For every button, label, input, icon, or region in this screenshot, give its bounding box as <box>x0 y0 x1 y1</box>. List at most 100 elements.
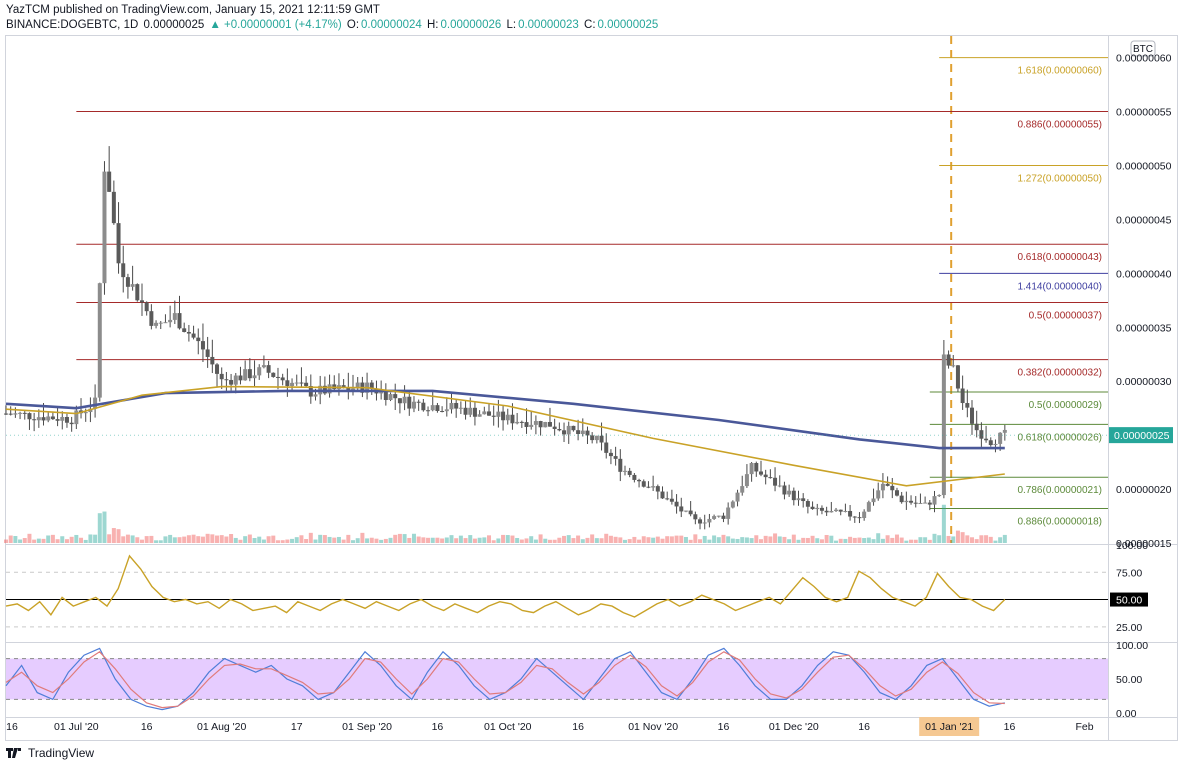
volume-bar <box>744 537 749 543</box>
volume-bar <box>815 538 820 543</box>
candle-body <box>679 506 684 512</box>
candle-body <box>299 382 304 384</box>
candle-body <box>41 417 46 421</box>
volume-bar <box>266 536 271 543</box>
time-tick-label: 16 <box>572 721 584 733</box>
volume-bar <box>955 530 960 543</box>
candle-body <box>182 328 187 332</box>
volume-bar <box>927 539 932 543</box>
volume-bar <box>876 533 881 543</box>
fib-level-label: 1.414(0.00000040) <box>1017 281 1102 292</box>
candle-body <box>294 382 299 384</box>
volume-bar <box>782 536 787 543</box>
volume-group <box>4 504 1007 543</box>
volume-bar <box>393 534 398 543</box>
candle-body <box>444 409 449 412</box>
candle-body <box>505 414 510 421</box>
volume-bar <box>341 539 346 543</box>
volume-bar <box>735 538 740 543</box>
volume-bar <box>890 537 895 543</box>
volume-bar <box>824 534 829 543</box>
low-value: 0.00000023 <box>518 19 579 31</box>
volume-bar <box>196 536 201 543</box>
candle-body <box>487 411 492 416</box>
volume-bar <box>571 538 576 543</box>
candle-body <box>233 375 238 385</box>
volume-bar <box>801 537 806 543</box>
volume-bar <box>74 534 79 543</box>
candle-body <box>111 191 116 224</box>
symbol-label: BINANCE:DOGEBTC, 1D <box>6 19 139 31</box>
volume-bar <box>365 538 370 543</box>
candle-body <box>932 496 937 505</box>
candle-body <box>876 490 881 499</box>
candle-body <box>988 440 993 446</box>
volume-bar <box>139 539 144 543</box>
volume-bar <box>852 537 857 543</box>
price-tick-label: 0.00000030 <box>1116 376 1172 388</box>
candle-body <box>290 382 295 387</box>
candle-body <box>669 498 674 502</box>
volume-bar <box>41 538 46 543</box>
candle-body <box>641 481 646 487</box>
volume-bar <box>97 513 102 543</box>
candle-body <box>787 490 792 495</box>
volume-bar <box>154 540 159 543</box>
volume-bar <box>519 539 524 543</box>
candle-body <box>519 421 524 423</box>
volume-bar <box>819 539 824 543</box>
volume-bar <box>918 537 923 543</box>
candle-body <box>496 411 501 417</box>
candle-body <box>130 284 135 287</box>
candle-body <box>449 402 454 410</box>
volume-bar <box>32 539 37 543</box>
volume-bar <box>547 539 552 543</box>
price-tick-label: 0.00000055 <box>1116 107 1172 119</box>
volume-bar <box>590 534 595 543</box>
candle-body <box>135 284 140 301</box>
volume-bar <box>557 537 562 543</box>
current-price-label: 0.00000025 <box>1114 430 1170 442</box>
volume-bar <box>791 534 796 543</box>
open-value: 0.00000024 <box>361 19 422 31</box>
volume-bar <box>322 535 327 543</box>
candle-body <box>243 369 248 381</box>
candle-body <box>960 388 965 404</box>
volume-bar <box>641 536 646 543</box>
volume-bar <box>355 538 360 543</box>
volume-bar <box>740 537 745 543</box>
candle-body <box>18 412 23 414</box>
candle-body <box>215 364 220 374</box>
time-tick-label: 01 Sep '20 <box>342 721 392 733</box>
volume-bar <box>787 539 792 543</box>
candle-body <box>829 511 834 513</box>
volume-bar <box>313 539 318 543</box>
candle-body <box>852 516 857 518</box>
price-change: ▲ +0.00000001 (+4.17%) <box>209 19 342 31</box>
candle-body <box>651 486 656 488</box>
marker-date-tag <box>919 717 980 736</box>
volume-bar <box>505 535 510 543</box>
candle-body <box>304 382 309 387</box>
volume-bar <box>440 538 445 543</box>
volume-bar <box>501 534 506 543</box>
candle-body <box>744 474 749 487</box>
volume-bar <box>960 532 965 543</box>
volume-bar <box>618 537 623 543</box>
candle-body <box>801 498 806 502</box>
volume-bar <box>566 535 571 543</box>
tradingview-logo-icon <box>6 748 21 758</box>
volume-bar <box>472 538 477 543</box>
candle-body <box>913 502 918 504</box>
volume-bar <box>604 533 609 543</box>
candle-body <box>46 416 51 421</box>
candle-body <box>819 507 824 511</box>
volume-bar <box>233 537 238 543</box>
candle-body <box>688 510 693 515</box>
fib-level-label: 0.886(0.00000055) <box>1017 120 1102 131</box>
volume-bar <box>843 538 848 543</box>
volume-bar <box>327 536 332 543</box>
candle-body <box>660 491 665 499</box>
candle-body <box>955 365 960 389</box>
